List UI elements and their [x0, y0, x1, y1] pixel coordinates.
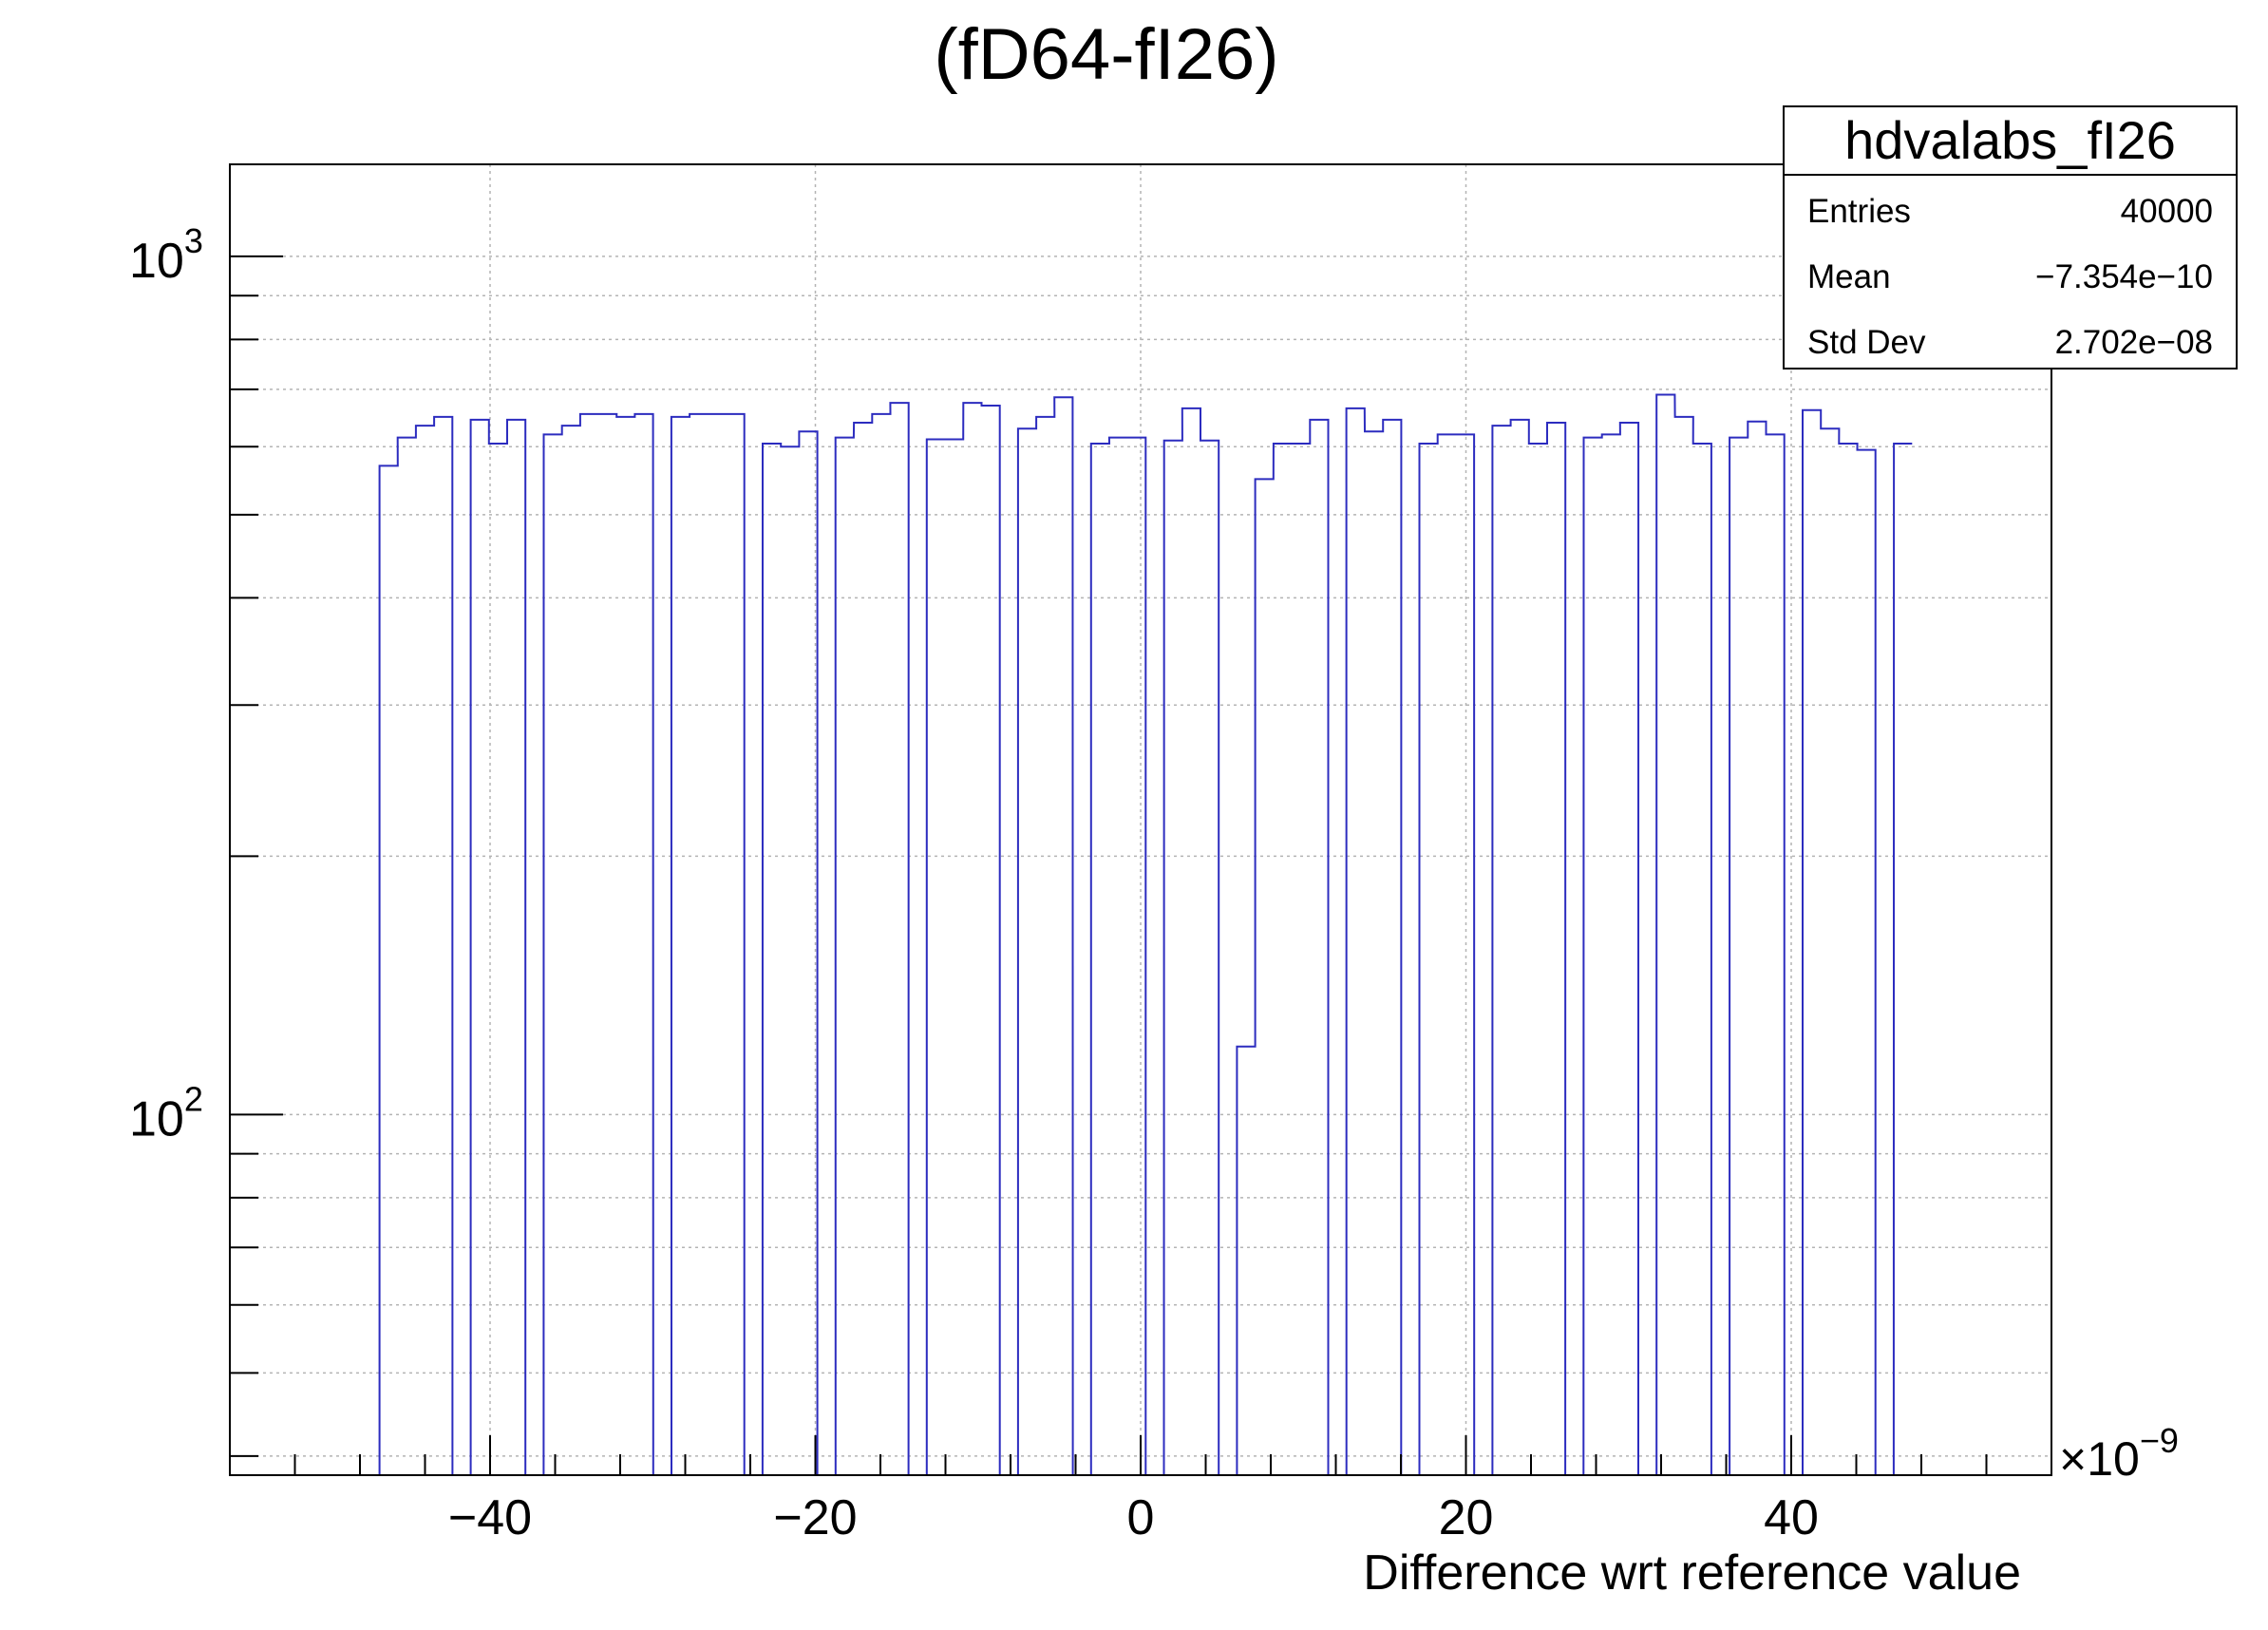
stats-row-std-dev: Std Dev 2.702e−08 — [1785, 307, 2236, 371]
stats-label: Entries — [1807, 193, 1911, 230]
axes: 102 103 −40 −20 0 20 40 — [129, 221, 1988, 1545]
stats-label: Std Dev — [1807, 324, 1926, 361]
plot-frame — [229, 163, 2052, 1476]
grid-lines — [230, 164, 2051, 1475]
x-axis-label: Difference wrt reference value — [1363, 1545, 2021, 1601]
histogram-series-line — [378, 393, 1913, 1476]
stats-row-entries: Entries 40000 — [1785, 176, 2236, 240]
x-tick-label: 20 — [1439, 1490, 1494, 1545]
y-tick-label: 103 — [129, 221, 203, 289]
stats-row-mean: Mean −7.354e−10 — [1785, 241, 2236, 306]
x-tick-label: 40 — [1764, 1490, 1819, 1545]
stats-value: −7.354e−10 — [2035, 258, 2213, 295]
x-tick-label: −20 — [773, 1490, 857, 1545]
stats-box: hdvalabs_fI26 Entries 40000 Mean −7.354e… — [1783, 105, 2238, 370]
chart-title: (fD64-fI26) — [934, 14, 1279, 95]
x-axis-exponent: ×10−9 — [2059, 1421, 2179, 1486]
stats-title: hdvalabs_fI26 — [1785, 107, 2236, 176]
x-tick-label: −40 — [448, 1490, 532, 1545]
x-exponent-base: 10 — [2087, 1432, 2140, 1486]
x-exponent-power: −9 — [2140, 1421, 2179, 1460]
x-tick-label: 0 — [1127, 1490, 1155, 1545]
stats-value: 40000 — [2120, 193, 2213, 230]
stats-value: 2.702e−08 — [2054, 324, 2213, 361]
stats-label: Mean — [1807, 258, 1891, 295]
y-tick-label: 102 — [129, 1079, 203, 1147]
x-exponent-times-sign: × — [2059, 1432, 2087, 1486]
